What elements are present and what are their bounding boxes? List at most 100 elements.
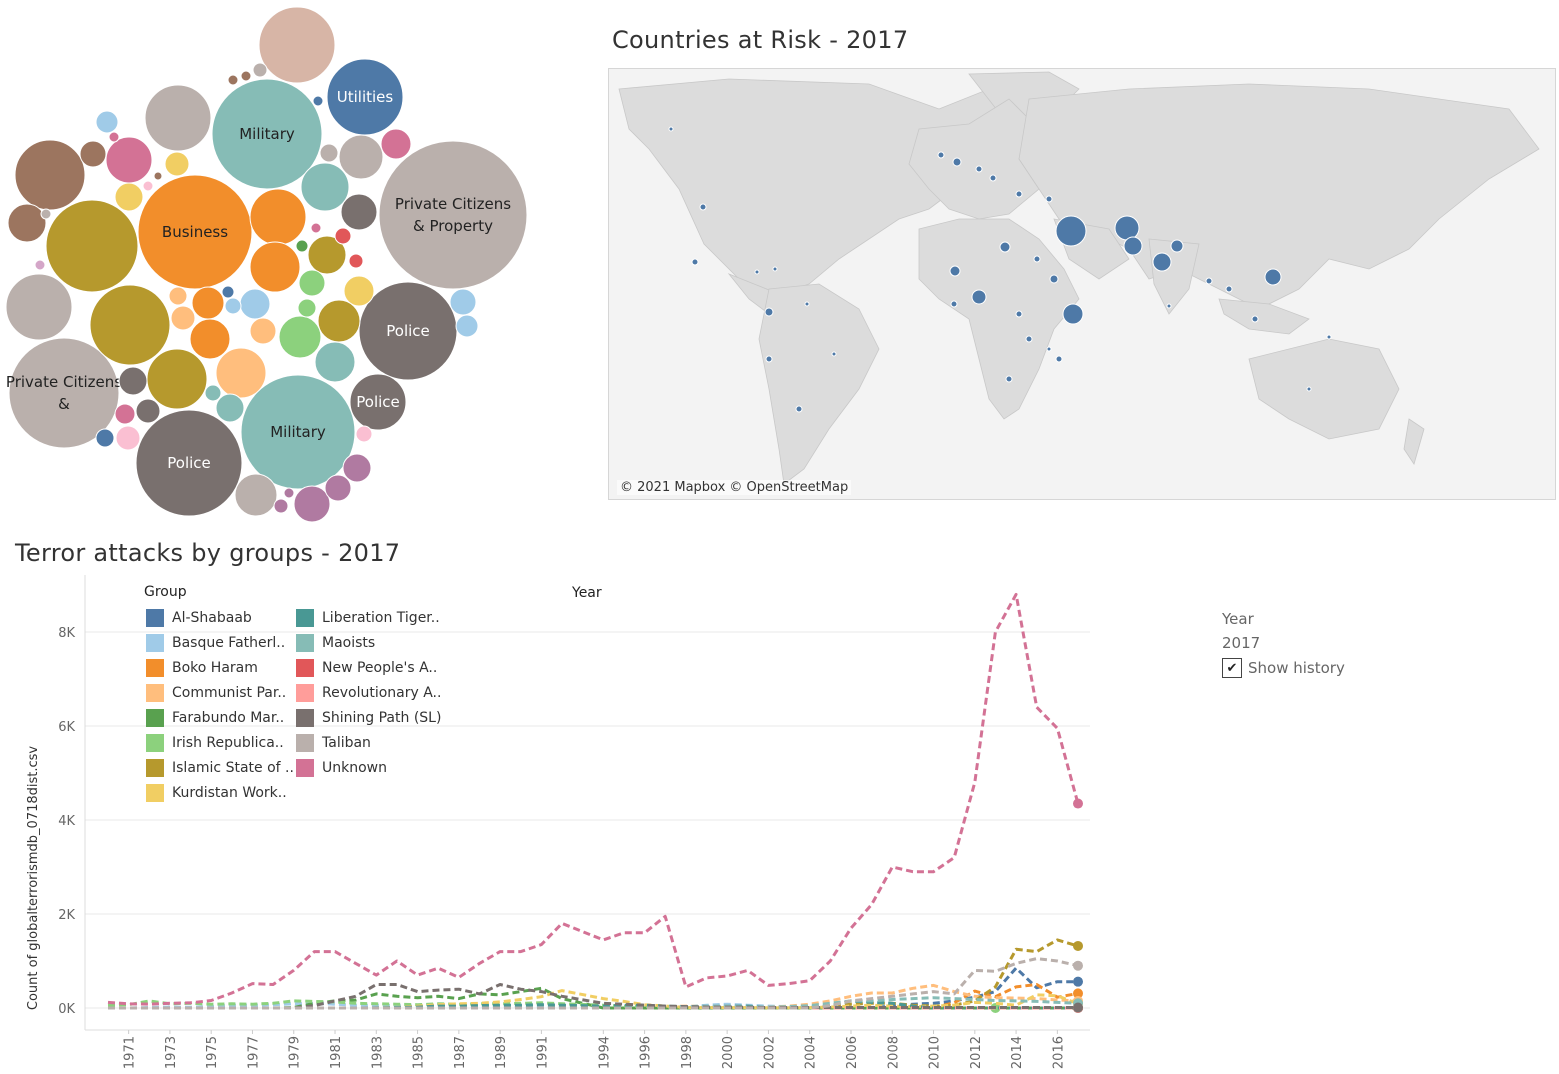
bubble[interactable] — [204, 384, 222, 402]
bubble-police[interactable] — [349, 373, 407, 431]
bubble[interactable] — [146, 348, 208, 410]
bubble[interactable] — [249, 317, 277, 345]
series-end-point[interactable] — [1073, 1002, 1083, 1013]
bubble[interactable] — [340, 193, 378, 231]
bubble[interactable] — [40, 208, 52, 220]
country-marker[interactable] — [1005, 375, 1013, 383]
bubble[interactable] — [295, 239, 309, 253]
legend-item[interactable]: Kurdistan Work.. — [146, 780, 294, 805]
legend-item[interactable]: Revolutionary A.. — [296, 680, 441, 705]
bubble[interactable] — [224, 297, 242, 315]
series-end-point[interactable] — [1073, 798, 1083, 809]
bubble[interactable] — [105, 136, 153, 184]
bubble[interactable] — [5, 273, 73, 341]
country-marker[interactable] — [772, 266, 778, 272]
country-marker[interactable] — [1264, 268, 1282, 286]
country-marker[interactable] — [699, 203, 707, 211]
country-marker[interactable] — [1055, 355, 1063, 363]
bubble-military[interactable] — [240, 374, 356, 490]
bubble[interactable] — [298, 269, 326, 297]
bubble[interactable] — [164, 151, 190, 177]
bubble[interactable] — [283, 487, 295, 499]
bubble[interactable] — [234, 473, 278, 517]
bubble[interactable] — [114, 403, 136, 425]
country-marker[interactable] — [975, 165, 983, 173]
country-marker[interactable] — [831, 351, 837, 357]
country-marker[interactable] — [952, 157, 962, 167]
bubble[interactable] — [334, 227, 352, 245]
bubble[interactable] — [118, 366, 148, 396]
country-marker[interactable] — [764, 307, 774, 317]
bubble[interactable] — [300, 162, 350, 212]
bubble[interactable] — [297, 298, 317, 318]
bubble[interactable] — [310, 222, 322, 234]
bubble[interactable] — [249, 188, 307, 246]
legend-item[interactable]: Communist Par.. — [146, 680, 294, 705]
bubble[interactable] — [89, 284, 171, 366]
bubble[interactable] — [273, 498, 289, 514]
legend-item[interactable]: Irish Republica.. — [146, 730, 294, 755]
country-marker[interactable] — [1225, 285, 1233, 293]
bubble[interactable] — [343, 275, 375, 307]
country-marker[interactable] — [1015, 190, 1023, 198]
country-marker[interactable] — [1046, 346, 1052, 352]
bubble[interactable] — [314, 341, 356, 383]
country-marker[interactable] — [1123, 236, 1143, 256]
series-end-point[interactable] — [1073, 988, 1083, 999]
show-history-toggle[interactable]: ✔ Show history — [1222, 658, 1345, 678]
legend-item[interactable]: New People's A.. — [296, 655, 441, 680]
country-marker[interactable] — [1251, 315, 1259, 323]
show-history-checkbox[interactable]: ✔ — [1222, 658, 1242, 678]
bubble-business[interactable] — [137, 174, 253, 290]
bubble[interactable] — [114, 182, 144, 212]
country-marker[interactable] — [754, 269, 760, 275]
bubble[interactable] — [7, 203, 47, 243]
country-marker[interactable] — [795, 405, 803, 413]
country-marker[interactable] — [765, 355, 773, 363]
bubble[interactable] — [45, 199, 139, 293]
country-marker[interactable] — [1166, 303, 1172, 309]
bubble[interactable] — [135, 398, 161, 424]
country-marker[interactable] — [989, 174, 997, 182]
bubble[interactable] — [34, 259, 46, 271]
country-marker[interactable] — [1114, 215, 1140, 241]
bubble[interactable] — [215, 347, 267, 399]
bubble[interactable] — [170, 305, 196, 331]
year-filter-value[interactable]: 2017 — [1222, 634, 1261, 652]
bubble[interactable] — [342, 453, 372, 483]
bubble[interactable] — [108, 131, 120, 143]
map-credit[interactable]: © 2021 Mapbox © OpenStreetMap — [617, 480, 852, 495]
country-marker[interactable] — [1055, 215, 1087, 247]
bubble[interactable] — [115, 425, 141, 451]
bubble[interactable] — [293, 485, 331, 523]
bubble[interactable] — [348, 253, 364, 269]
bubble[interactable] — [278, 315, 322, 359]
legend-item[interactable]: Al-Shabaab — [146, 605, 294, 630]
country-marker[interactable] — [949, 265, 961, 277]
bubble[interactable] — [252, 62, 268, 78]
bubble[interactable] — [142, 180, 154, 192]
series-line[interactable] — [108, 966, 1078, 1010]
bubble[interactable] — [168, 286, 188, 306]
bubble[interactable] — [144, 84, 212, 152]
bubble-private-citizens-[interactable] — [8, 337, 120, 449]
country-marker[interactable] — [950, 300, 958, 308]
bubble[interactable] — [312, 95, 324, 107]
country-marker[interactable] — [1306, 386, 1312, 392]
legend-item[interactable]: Basque Fatherl.. — [146, 630, 294, 655]
series-end-point[interactable] — [1073, 960, 1083, 971]
legend-item[interactable]: Maoists — [296, 630, 441, 655]
bubble[interactable] — [455, 314, 479, 338]
bubble[interactable] — [355, 425, 373, 443]
country-marker[interactable] — [971, 289, 987, 305]
bubble[interactable] — [14, 139, 86, 211]
bubble-private-citizens-property[interactable] — [378, 140, 528, 290]
bubble[interactable] — [319, 143, 339, 163]
country-marker[interactable] — [999, 241, 1011, 253]
series-line[interactable] — [108, 957, 1079, 1010]
country-marker[interactable] — [1326, 334, 1332, 340]
country-marker[interactable] — [804, 301, 810, 307]
country-marker[interactable] — [668, 126, 674, 132]
series-line[interactable] — [107, 592, 1080, 1006]
bubble[interactable] — [221, 285, 235, 299]
